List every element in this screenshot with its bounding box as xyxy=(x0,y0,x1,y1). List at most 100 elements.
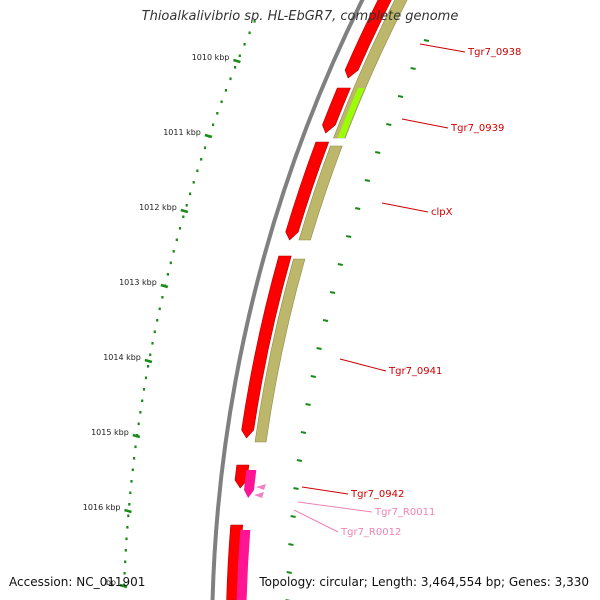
ruler-dot xyxy=(153,330,156,334)
minor-tick xyxy=(296,459,303,462)
ruler-dot xyxy=(142,388,146,391)
cds-forward-arrow xyxy=(241,255,292,439)
rna-arrowhead xyxy=(254,492,264,498)
ruler-dot xyxy=(220,100,223,104)
feature-tracks xyxy=(226,0,408,600)
minor-tick xyxy=(290,515,296,518)
ruler-major-tick xyxy=(124,508,132,514)
ruler-label: 1012 kbp xyxy=(139,203,177,212)
feature-label: Tgr7_0942 xyxy=(350,489,404,500)
ruler-dot xyxy=(137,422,140,426)
ruler-label: 1010 kbp xyxy=(192,53,230,62)
minor-tick xyxy=(346,235,352,238)
ruler-dot xyxy=(141,399,144,403)
orf-bar xyxy=(254,258,306,443)
ruler-dot xyxy=(189,192,192,196)
minor-tick xyxy=(329,291,336,294)
ruler-dot xyxy=(133,457,136,460)
ruler-label: 1015 kbp xyxy=(91,428,129,437)
rna-feature xyxy=(244,470,257,498)
feature-label: clpX xyxy=(431,207,453,218)
ruler-dot xyxy=(175,238,178,242)
ruler-dot xyxy=(127,514,130,518)
ruler-dot xyxy=(166,273,169,276)
minor-tick xyxy=(397,95,404,98)
ruler-major-tick xyxy=(204,133,213,139)
minor-tick xyxy=(300,431,307,434)
minor-tick xyxy=(337,263,343,266)
minor-tick xyxy=(364,179,370,182)
cds-forward-arrow xyxy=(285,141,330,241)
ruler-dot xyxy=(151,342,154,345)
ruler-dot xyxy=(185,204,188,207)
feature-label: Tgr7_0938 xyxy=(467,47,521,58)
minor-tick xyxy=(293,487,299,490)
ruler-dot xyxy=(123,572,126,575)
minor-tick xyxy=(375,151,381,154)
ruler-ticks xyxy=(119,20,430,600)
cds-forward-arrow xyxy=(344,0,392,79)
orf-bar xyxy=(298,145,343,241)
ruler-dot xyxy=(169,261,172,265)
ruler-dot xyxy=(182,215,185,219)
leader-line xyxy=(339,358,387,372)
ruler-dot xyxy=(224,89,228,92)
ruler-major-tick xyxy=(144,358,153,364)
ruler-major-tick xyxy=(233,58,241,64)
ruler-labels: 1010 kbp 1011 kbp 1012 kbp 1013 kbp 1014 kbp… xyxy=(83,53,230,587)
ruler-dot xyxy=(178,227,182,230)
ruler-dot xyxy=(158,307,161,311)
ruler-label: 1013 kbp xyxy=(119,278,157,287)
ruler-dot xyxy=(144,376,148,380)
ruler-dot xyxy=(243,43,246,46)
ruler-dot xyxy=(139,411,142,414)
minor-tick xyxy=(305,403,311,406)
ruler-dot xyxy=(216,112,219,115)
ruler-dot xyxy=(238,54,241,58)
ruler-dot xyxy=(234,66,237,69)
minor-tick xyxy=(355,207,361,210)
leader-line xyxy=(401,118,449,129)
ruler-dot xyxy=(253,20,256,23)
minor-tick xyxy=(386,123,392,126)
map-title: Thioalkalivibrio sp. HL-EbGR7, complete … xyxy=(141,9,459,24)
rna-feature xyxy=(236,530,251,600)
ruler-dot xyxy=(172,250,175,253)
feature-labels: Tgr7_0938 Tgr7_0939 clpX Tgr7_0941 Tgr7_0942… xyxy=(293,43,521,538)
ruler-dot xyxy=(192,181,195,184)
ruler-label: 1014 kbp xyxy=(103,353,141,362)
ruler-dot xyxy=(248,31,251,35)
ruler-dot xyxy=(124,549,127,552)
backbone xyxy=(210,0,365,600)
ruler-label: bp xyxy=(106,578,116,587)
ruler-dot xyxy=(156,319,159,322)
minor-tick xyxy=(288,543,294,546)
highlight-segment xyxy=(337,88,365,138)
ruler-dot xyxy=(131,468,134,472)
ruler-dot xyxy=(200,158,203,161)
backbone-line xyxy=(210,0,365,600)
leader-line xyxy=(293,509,339,533)
minor-tick xyxy=(423,39,430,42)
leader-line xyxy=(419,43,466,53)
minor-tick xyxy=(286,571,292,574)
rna-arrowhead xyxy=(256,484,266,490)
ruler-dot xyxy=(123,583,126,587)
ruler-major-tick xyxy=(119,583,128,589)
ruler-dot xyxy=(196,169,199,173)
ruler-label: 1016 kbp xyxy=(83,503,121,512)
feature-label: Tgr7_R0011 xyxy=(374,507,435,518)
ruler-dot xyxy=(161,296,164,299)
ruler-major-tick xyxy=(132,433,141,439)
ruler-label: 1011 kbp xyxy=(163,128,201,137)
minor-tick xyxy=(310,375,316,378)
cds-forward-arrow xyxy=(322,87,351,134)
ruler-dot xyxy=(130,480,133,483)
minor-tick xyxy=(322,319,329,322)
ruler-dot xyxy=(134,445,137,449)
feature-label: Tgr7_0941 xyxy=(388,366,442,377)
ruler-dot xyxy=(126,526,129,529)
ruler-dot xyxy=(203,146,207,150)
